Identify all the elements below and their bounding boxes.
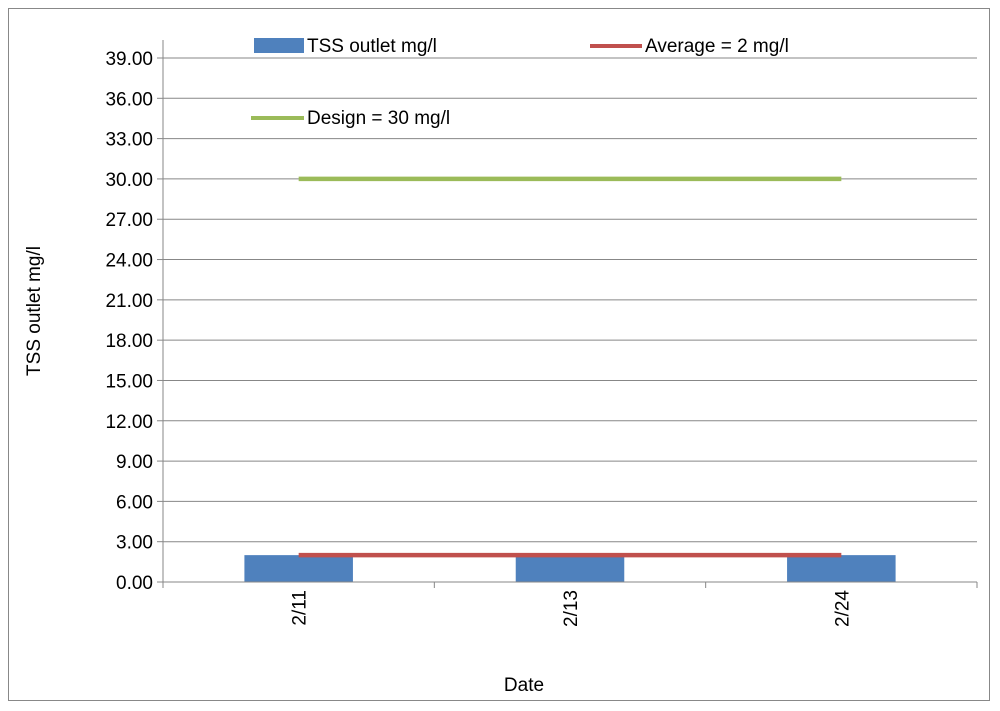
bar-series bbox=[244, 555, 896, 582]
bar bbox=[515, 555, 625, 582]
y-tick-label: 9.00 bbox=[116, 452, 153, 473]
y-tick-label: 33.00 bbox=[105, 130, 153, 151]
bar bbox=[244, 555, 353, 582]
y-tick-label: 39.00 bbox=[105, 49, 153, 70]
y-tick-label: 0.00 bbox=[116, 573, 153, 594]
legend-label-average: Average = 2 mg/l bbox=[645, 36, 789, 57]
y-tick-label: 18.00 bbox=[105, 331, 153, 352]
legend-label-tss: TSS outlet mg/l bbox=[307, 36, 437, 57]
y-tick-label: 15.00 bbox=[105, 371, 153, 392]
x-tick-labels: 2/11 2/13 2/24 bbox=[290, 590, 854, 627]
legend-swatch-tss bbox=[254, 38, 304, 53]
chart-area bbox=[8, 8, 990, 701]
gridlines bbox=[157, 57, 977, 583]
line-series bbox=[298, 176, 842, 558]
y-tick-label: 6.00 bbox=[116, 492, 153, 513]
y-tick-label: 3.00 bbox=[116, 533, 153, 554]
y-tick-labels: 0.00 3.00 6.00 9.00 12.00 15.00 18.00 21.00 24.0… bbox=[105, 49, 153, 594]
y-tick-label: 30.00 bbox=[105, 170, 153, 191]
x-tick-label: 2/24 bbox=[832, 590, 853, 627]
x-tick-label: 2/11 bbox=[290, 590, 311, 626]
x-axis-title: Date bbox=[504, 675, 544, 696]
y-tick-label: 21.00 bbox=[105, 291, 153, 312]
legend-label-design: Design = 30 mg/l bbox=[307, 108, 450, 129]
y-tick-label: 12.00 bbox=[105, 412, 153, 433]
y-tick-label: 36.00 bbox=[105, 89, 153, 110]
x-tick-label: 2/13 bbox=[561, 590, 582, 627]
y-axis-title: TSS outlet mg/l bbox=[24, 246, 45, 376]
axes bbox=[162, 40, 978, 588]
y-tick-label: 27.00 bbox=[105, 210, 153, 231]
bar bbox=[787, 555, 896, 582]
y-tick-label: 24.00 bbox=[105, 251, 153, 272]
legend: TSS outlet mg/l Average = 2 mg/l Design … bbox=[251, 36, 789, 129]
